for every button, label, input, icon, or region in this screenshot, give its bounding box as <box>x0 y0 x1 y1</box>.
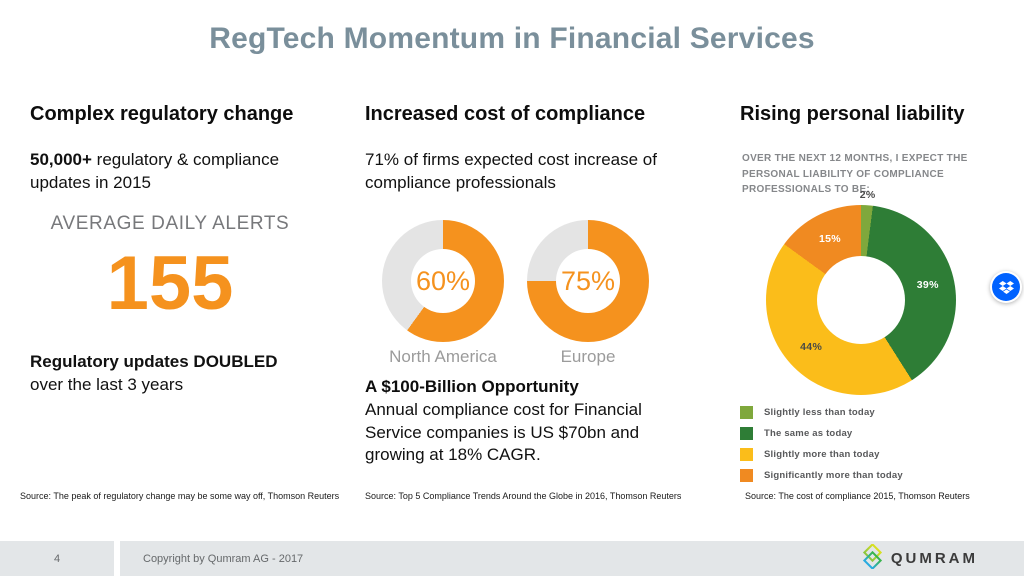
legend-item: Significantly more than today <box>740 469 903 482</box>
liability-survey-caption: OVER THE NEXT 12 MONTHS, I EXPECT THE PE… <box>742 153 968 195</box>
donut-hole: 75% <box>556 249 620 313</box>
legend: Slightly less than today The same as toda… <box>740 406 903 490</box>
regulatory-updates-stat: 50,000+ regulatory & compliance updates … <box>30 149 330 194</box>
donut-segment-value: 15% <box>818 233 841 246</box>
donut-segment-value: 44% <box>800 340 823 353</box>
legend-label: Slightly more than today <box>764 449 880 460</box>
donut-hole <box>817 256 905 344</box>
donut-label-europe: Europe <box>560 347 616 366</box>
legend-swatch <box>740 448 753 461</box>
donut-chart-north-america: 60% <box>382 220 504 342</box>
dropbox-badge[interactable] <box>990 271 1022 303</box>
stat-text: regulatory & compliance updates in 2015 <box>30 150 280 192</box>
donut-hole: 60% <box>411 249 475 313</box>
opportunity-body: Annual compliance cost for Financial Ser… <box>365 400 642 465</box>
claim-bold-text: Regulatory updates DOUBLED <box>30 352 278 371</box>
column-heading-regulatory-change: Complex regulatory change <box>30 103 294 125</box>
footer: 4 Copyright by Qumram AG - 2017 <box>0 541 1024 576</box>
slide-title: RegTech Momentum in Financial Services <box>209 22 815 55</box>
column-heading-personal-liability: Rising personal liability <box>740 103 965 125</box>
source-note-regulatory: Source: The peak of regulatory change ma… <box>20 491 340 501</box>
dropbox-icon[interactable] <box>992 273 1020 301</box>
claim-rest-text: over the last 3 years <box>30 374 184 394</box>
column-heading-cost-compliance: Increased cost of compliance <box>365 103 646 125</box>
brand-name: QUMRAM <box>890 550 978 567</box>
source-note-liability: Source: The cost of compliance 2015, Tho… <box>745 491 970 501</box>
legend-label: The same as today <box>764 428 853 439</box>
donut-center-value-north-america: 60% <box>415 265 471 296</box>
footer-main-cell: Copyright by Qumram AG - 2017 <box>120 541 1024 576</box>
brand-logo: QUMRAM <box>862 541 978 576</box>
donut-segment-value: 2% <box>859 188 876 201</box>
qumram-logo-icon <box>862 542 883 574</box>
donut-center-value-europe: 75% <box>560 265 616 296</box>
donut-label-north-america: North America <box>389 347 497 366</box>
legend-item: The same as today <box>740 427 903 440</box>
donut-chart-europe: 75% <box>527 220 649 342</box>
legend-swatch <box>740 469 753 482</box>
cost-increase-stat: 71% of firms expected cost increase of c… <box>365 150 657 192</box>
average-daily-alerts-value: 155 <box>106 241 234 326</box>
donut-chart-personal-liability: 2% 39% 44% 15% <box>766 189 956 395</box>
source-note-compliance: Source: Top 5 Compliance Trends Around t… <box>365 491 682 501</box>
regulatory-doubled-claim: Regulatory updates DOUBLED over the last… <box>30 351 315 396</box>
opportunity-heading: A $100-Billion Opportunity <box>365 377 579 396</box>
legend-swatch <box>740 406 753 419</box>
legend-swatch <box>740 427 753 440</box>
legend-label: Slightly less than today <box>764 407 875 418</box>
stat-number: 50,000+ <box>30 150 92 169</box>
legend-item: Slightly less than today <box>740 406 903 419</box>
legend-item: Slightly more than today <box>740 448 903 461</box>
donut-segment-value: 39% <box>916 279 939 292</box>
footer-page-cell: 4 <box>0 541 114 576</box>
legend-label: Significantly more than today <box>764 470 903 481</box>
page-number: 4 <box>53 552 61 565</box>
average-daily-alerts-label: AVERAGE DAILY ALERTS <box>50 213 290 234</box>
copyright-text: Copyright by Qumram AG - 2017 <box>143 552 304 565</box>
